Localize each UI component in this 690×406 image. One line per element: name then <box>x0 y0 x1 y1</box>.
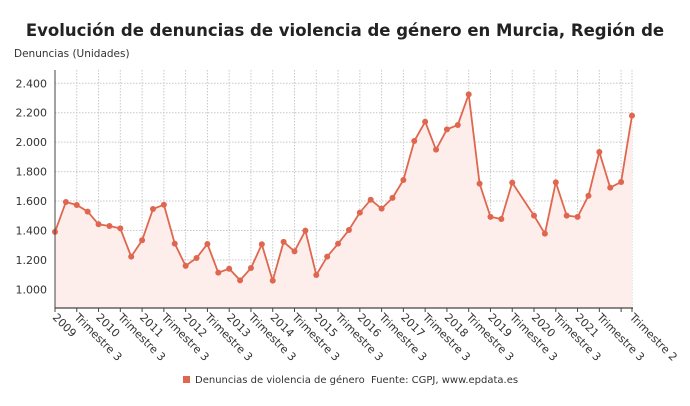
y-tick-label: 2.400 <box>16 77 48 90</box>
data-point <box>128 253 135 260</box>
data-point <box>313 272 320 279</box>
data-point <box>454 121 461 128</box>
data-point <box>476 180 483 187</box>
data-point <box>258 241 265 248</box>
data-point <box>411 137 418 144</box>
y-tick-label: 2.200 <box>16 107 48 120</box>
data-point <box>171 240 178 247</box>
data-point <box>280 238 287 245</box>
data-point <box>498 215 505 222</box>
data-point <box>422 118 429 125</box>
y-tick-label: 1.800 <box>16 166 48 179</box>
y-tick-label: 2.000 <box>16 136 48 149</box>
data-point <box>552 179 559 186</box>
data-point <box>356 209 363 216</box>
data-point <box>95 221 102 228</box>
legend-label: Denuncias de violencia de género <box>195 374 365 386</box>
data-point <box>563 212 570 219</box>
data-point <box>531 212 538 219</box>
legend: Denuncias de violencia de género Fuente:… <box>183 374 518 386</box>
data-point <box>618 179 625 186</box>
data-point <box>106 223 113 230</box>
series-points <box>52 91 635 284</box>
x-tick-label: 2009 <box>50 311 79 340</box>
data-point <box>149 205 156 212</box>
data-point <box>247 264 254 271</box>
source-text: Fuente: CGPJ, www.epdata.es <box>371 375 518 386</box>
y-tick-label: 1.000 <box>16 283 48 296</box>
data-point <box>443 126 450 133</box>
data-point <box>607 184 614 191</box>
data-point <box>139 237 146 244</box>
data-point <box>629 112 635 119</box>
y-tick-label: 1.200 <box>16 254 48 267</box>
data-point <box>345 227 352 234</box>
data-point <box>574 213 581 220</box>
data-point <box>215 269 222 276</box>
data-point <box>509 179 516 186</box>
data-point <box>269 277 276 284</box>
data-point <box>226 265 233 272</box>
data-point <box>237 277 244 284</box>
data-point <box>367 196 374 203</box>
data-point <box>335 240 342 247</box>
data-point <box>117 225 124 232</box>
data-point <box>302 227 309 234</box>
data-point <box>585 192 592 199</box>
data-point <box>400 176 407 183</box>
data-point <box>378 205 385 212</box>
chart-title: Evolución de denuncias de violencia de g… <box>26 21 664 40</box>
y-tick-label: 1.600 <box>16 195 48 208</box>
data-point <box>596 149 603 156</box>
data-point <box>465 91 472 98</box>
data-point <box>84 208 91 215</box>
data-point <box>204 240 211 247</box>
data-point <box>487 213 494 220</box>
legend-swatch <box>183 376 190 383</box>
data-point <box>541 230 548 237</box>
data-point <box>291 248 298 255</box>
y-axis-label: Denuncias (Unidades) <box>14 48 130 60</box>
data-point <box>73 201 80 208</box>
y-tick-label: 1.400 <box>16 224 48 237</box>
data-point <box>62 199 69 206</box>
data-point <box>324 253 331 260</box>
data-point <box>182 262 189 269</box>
data-point <box>160 201 167 208</box>
y-axis-ticks: 1.000 1.200 1.400 1.600 1.800 2.000 2.200 2.400 <box>16 77 48 296</box>
data-point <box>389 194 396 201</box>
data-point <box>433 146 440 153</box>
data-point <box>193 254 200 261</box>
